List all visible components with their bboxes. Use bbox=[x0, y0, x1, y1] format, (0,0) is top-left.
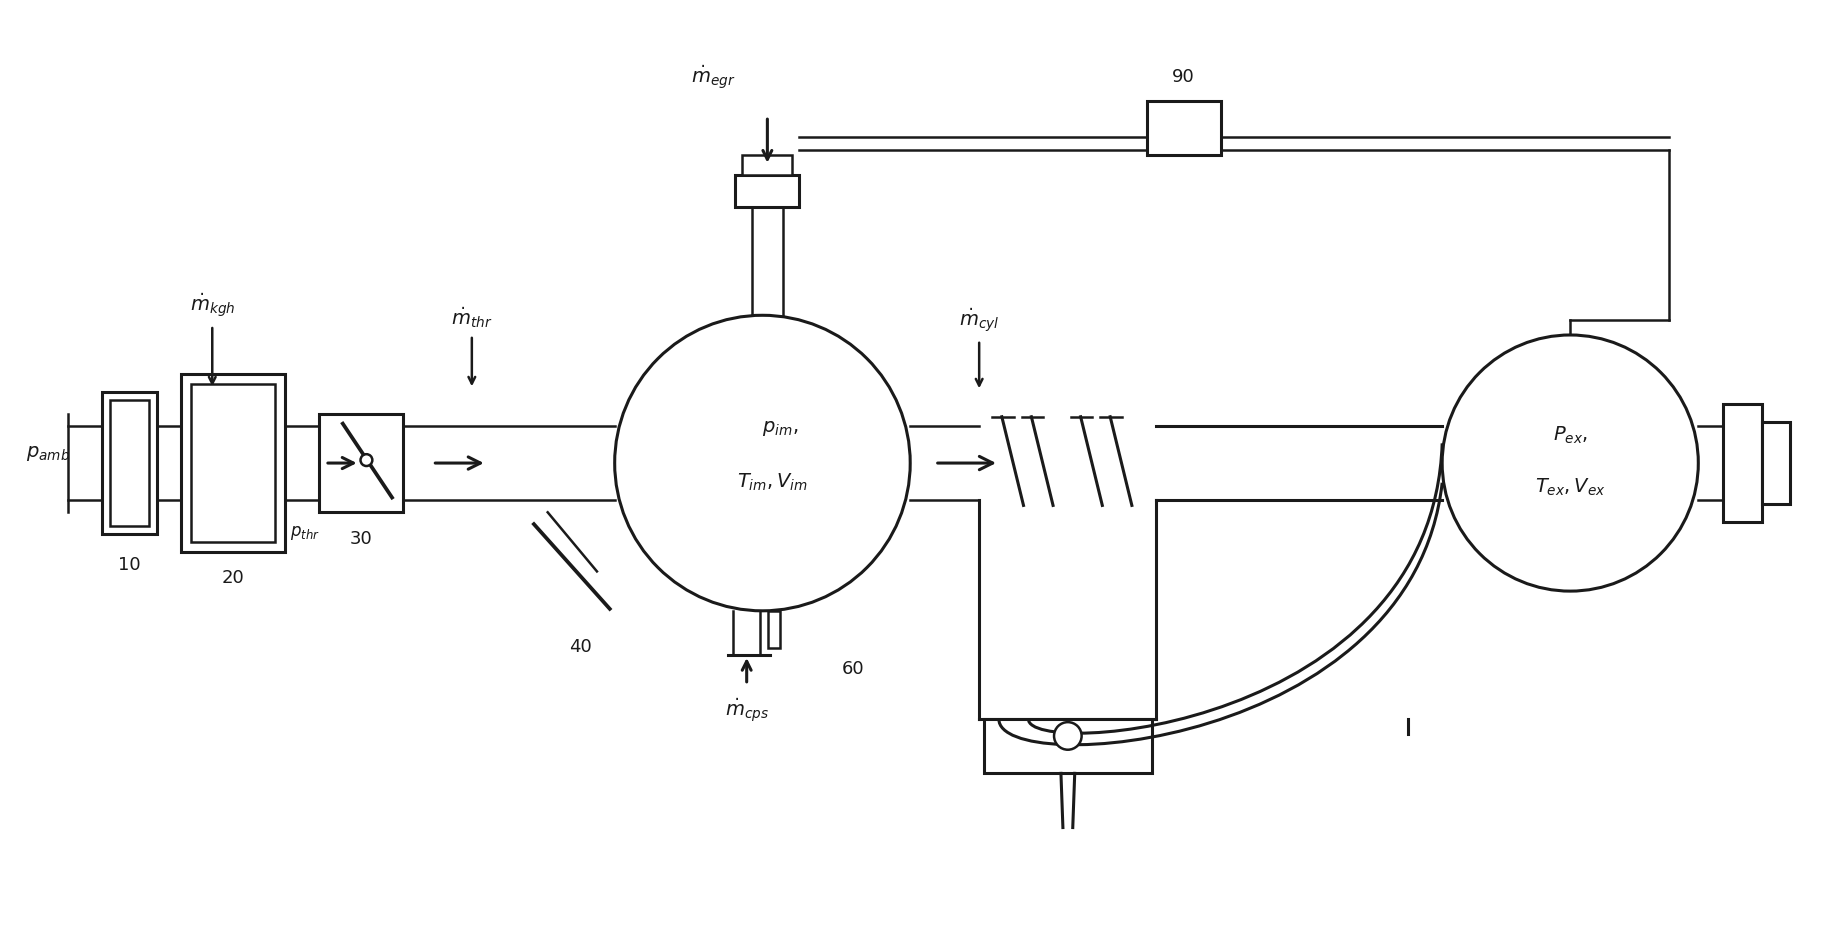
Text: $\dot{m}_{cyl}$: $\dot{m}_{cyl}$ bbox=[959, 307, 1000, 335]
Bar bbox=[1146, 101, 1220, 155]
Text: 30: 30 bbox=[349, 530, 371, 548]
Bar bbox=[320, 414, 403, 512]
Text: $\dot{m}_{thr}$: $\dot{m}_{thr}$ bbox=[451, 305, 492, 330]
Bar bbox=[741, 155, 793, 175]
Text: 40: 40 bbox=[569, 638, 591, 657]
Text: $T_{ex}, V_{ex}$: $T_{ex}, V_{ex}$ bbox=[1534, 477, 1604, 498]
Bar bbox=[111, 400, 148, 526]
Text: $T_{im}, V_{im}$: $T_{im}, V_{im}$ bbox=[736, 472, 808, 494]
Text: 10: 10 bbox=[118, 556, 140, 574]
Bar bbox=[1722, 404, 1761, 522]
Circle shape bbox=[614, 315, 909, 611]
Text: $p_{amb}$: $p_{amb}$ bbox=[26, 444, 70, 463]
Bar bbox=[181, 374, 285, 551]
Bar bbox=[190, 384, 275, 542]
Bar bbox=[769, 611, 780, 648]
Text: 20: 20 bbox=[222, 569, 244, 588]
Text: $\dot{m}_{cps}$: $\dot{m}_{cps}$ bbox=[724, 697, 769, 725]
Text: 60: 60 bbox=[841, 660, 863, 678]
Bar bbox=[1761, 422, 1789, 505]
Circle shape bbox=[1441, 335, 1698, 592]
Text: $p_{thr}$: $p_{thr}$ bbox=[290, 524, 320, 542]
Bar bbox=[102, 392, 157, 534]
Text: $\dot{m}_{kgh}$: $\dot{m}_{kgh}$ bbox=[190, 292, 235, 320]
Circle shape bbox=[360, 454, 371, 466]
Text: 90: 90 bbox=[1172, 68, 1194, 86]
Text: $p_{im},$: $p_{im},$ bbox=[761, 419, 798, 439]
Text: $\dot{m}_{egr}$: $\dot{m}_{egr}$ bbox=[691, 63, 736, 91]
Circle shape bbox=[1053, 722, 1081, 750]
Bar bbox=[736, 175, 798, 207]
Text: $P_{ex},$: $P_{ex},$ bbox=[1552, 425, 1587, 446]
Bar bbox=[983, 719, 1151, 773]
